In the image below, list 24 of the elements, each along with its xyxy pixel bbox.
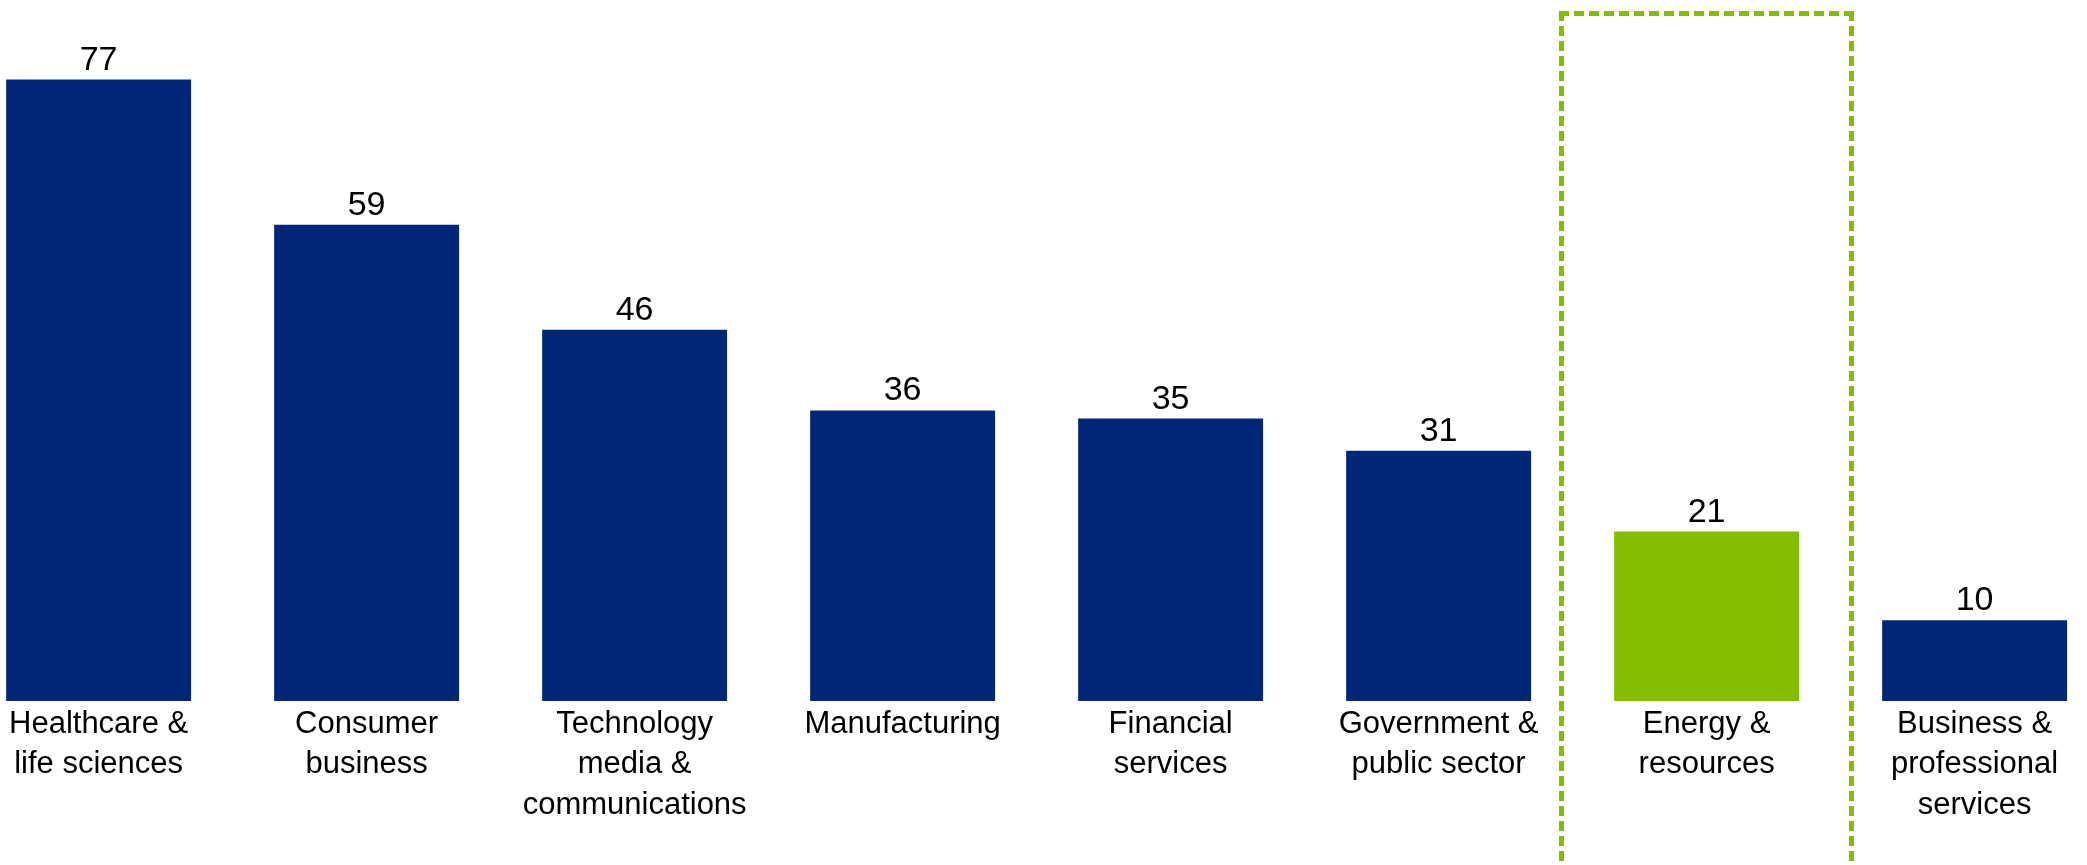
bar	[1614, 531, 1800, 701]
data-label: 21	[1687, 490, 1726, 529]
data-label: 77	[79, 38, 118, 77]
x-tick-label: Healthcare & life sciences	[9, 705, 189, 781]
data-label: 10	[1955, 579, 1994, 618]
x-tick-label: Financial services	[1108, 705, 1233, 781]
bar	[1078, 418, 1264, 701]
x-tick-label: Manufacturing	[804, 705, 1001, 740]
x-tick-label: Technology media & communications	[522, 705, 747, 821]
bar	[810, 410, 996, 701]
bar	[6, 79, 192, 701]
data-label: 59	[347, 183, 386, 222]
data-label: 35	[1151, 377, 1190, 416]
x-tick-label: Energy & resources	[1638, 705, 1775, 781]
data-label: 31	[1419, 409, 1458, 448]
x-tick-label: Government & public sector	[1338, 705, 1539, 781]
data-label: 46	[615, 288, 654, 327]
x-tick-label: Consumer business	[295, 705, 439, 781]
bar	[1882, 620, 2068, 701]
bar	[274, 224, 460, 701]
x-tick-label: Business & professional services	[1891, 705, 2059, 821]
bar	[1346, 450, 1532, 701]
bar	[542, 329, 728, 701]
data-label: 36	[883, 369, 922, 408]
